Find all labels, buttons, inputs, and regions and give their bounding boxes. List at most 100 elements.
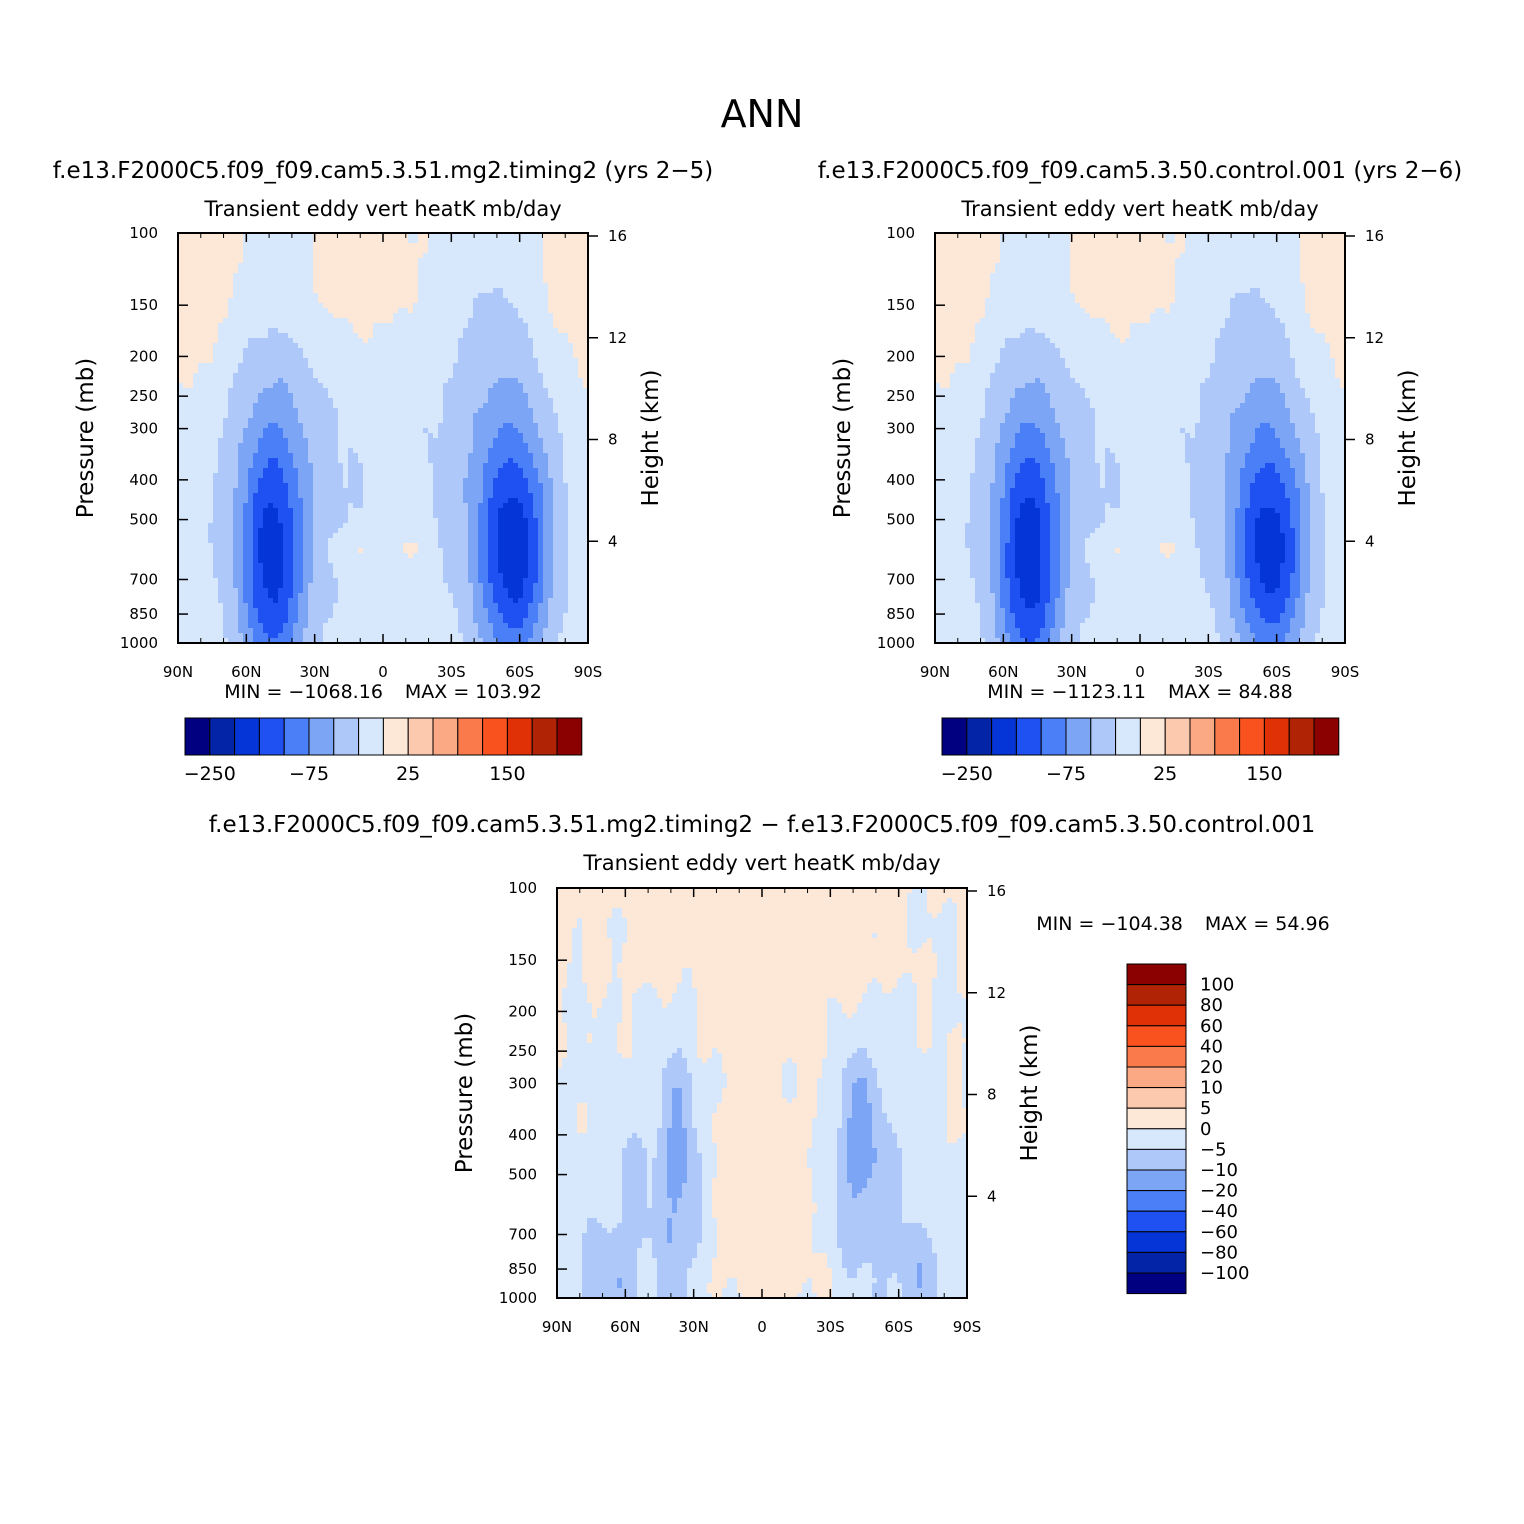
panel-1-field-cell [523, 398, 529, 404]
panel-1-field-cell [443, 243, 449, 249]
panel-1-field-cell [573, 263, 579, 269]
panel-1-field-cell [438, 508, 444, 514]
panel-1-field-cell [228, 278, 234, 284]
panel-1-field-cell [548, 398, 554, 404]
panel-1-field-cell [318, 303, 324, 309]
panel-1-field-cell [403, 298, 409, 304]
panel-1-field-cell [528, 268, 534, 274]
panel-1-field-cell [258, 248, 264, 254]
panel-1-field-cell [373, 453, 379, 459]
panel-1-field-cell [568, 498, 574, 504]
panel-1-field-cell [188, 378, 194, 384]
panel-1-field-cell [273, 278, 279, 284]
panel-1-field-cell [408, 478, 414, 484]
panel-1-field-cell [183, 458, 189, 464]
panel-1-field-cell [563, 528, 569, 534]
panel-1-field-cell [193, 268, 199, 274]
panel-1-field-cell [293, 273, 299, 279]
panel-1-field-cell [188, 438, 194, 444]
panel-1-field-cell [493, 443, 499, 449]
panel-1-field-cell [183, 488, 189, 494]
panel-1-field-cell [423, 273, 429, 279]
panel-1-field-cell [308, 508, 314, 514]
panel-1-field-cell [303, 348, 309, 354]
panel-1-field-cell [203, 328, 209, 334]
panel-1-field-cell [338, 453, 344, 459]
panel-1-field-cell [578, 478, 584, 484]
panel-1-field-cell [298, 233, 304, 239]
panel-1-field-cell [538, 248, 544, 254]
panel-1-field-cell [483, 353, 489, 359]
panel-1-field-cell [478, 528, 484, 534]
panel-1-field-cell [363, 433, 369, 439]
panel-1-field-cell [183, 528, 189, 534]
panel-1-field-cell [228, 453, 234, 459]
panel-1-field-cell [228, 418, 234, 424]
panel-1-field-cell [303, 238, 309, 244]
panel-1-field-cell [263, 248, 269, 254]
panel-1-field-cell [583, 338, 589, 344]
panel-1-field-cell [528, 313, 534, 319]
panel-1-field-cell [378, 453, 384, 459]
panel-1-field-cell [238, 503, 244, 509]
panel-1-field-cell [438, 303, 444, 309]
panel-1-field-cell [328, 488, 334, 494]
panel-1-field-cell [198, 398, 204, 404]
panel-1-field-cell [223, 358, 229, 364]
panel-1-field-cell [288, 483, 294, 489]
panel-1-field-cell [248, 288, 254, 294]
panel-1-field-cell [328, 413, 334, 419]
panel-1-field-cell [533, 308, 539, 314]
panel-1-field-cell [483, 418, 489, 424]
panel-1-field-cell [408, 378, 414, 384]
panel-1-field-cell [453, 483, 459, 489]
panel-1-field-cell [228, 398, 234, 404]
panel-1-field-cell [208, 463, 214, 469]
panel-1-field-cell [308, 453, 314, 459]
panel-1-field-cell [578, 233, 584, 239]
panel-1-field-cell [353, 423, 359, 429]
panel-1-field-cell [458, 268, 464, 274]
panel-1-field-cell [303, 428, 309, 434]
panel-1-field-cell [363, 333, 369, 339]
panel-1-field-cell [483, 398, 489, 404]
panel-1-field-cell [328, 518, 334, 524]
panel-1-field-cell [473, 423, 479, 429]
panel-1-field-cell [403, 273, 409, 279]
panel-1-field-cell [208, 253, 214, 259]
panel-1-field-cell [478, 508, 484, 514]
panel-1-field-cell [178, 388, 184, 394]
panel-1-field-cell [323, 448, 329, 454]
panel-1-field-cell [473, 533, 479, 539]
panel-1-field-cell [283, 313, 289, 319]
panel-1-field-cell [378, 393, 384, 399]
panel-1-field-cell [218, 463, 224, 469]
panel-1-field-cell [223, 393, 229, 399]
panel-1-field-cell [268, 248, 274, 254]
panel-1-field-cell [433, 388, 439, 394]
panel-1-field-cell [283, 258, 289, 264]
panel-1-field-cell [393, 293, 399, 299]
panel-1-field-cell [568, 323, 574, 329]
panel-1-field-cell [378, 358, 384, 364]
panel-1-field-cell [568, 448, 574, 454]
panel-1-field-cell [363, 318, 369, 324]
panel-1-field-cell [478, 498, 484, 504]
panel-1-field-cell [328, 438, 334, 444]
panel-1-field-cell [518, 528, 524, 534]
panel-1-field-cell [373, 288, 379, 294]
panel-1-field-cell [273, 418, 279, 424]
panel-1-field-cell [508, 523, 514, 529]
panel-1-field-cell [178, 533, 184, 539]
panel-1-field-cell [273, 408, 279, 414]
panel-1-field-cell [483, 433, 489, 439]
panel-1-field-cell [308, 533, 314, 539]
panel-1-field-cell [313, 498, 319, 504]
panel-1-field-cell [208, 418, 214, 424]
panel-1-field-cell [563, 443, 569, 449]
panel-1-field-cell [248, 263, 254, 269]
panel-1-field-cell [228, 383, 234, 389]
panel-1-field-cell [393, 378, 399, 384]
panel-1-field-cell [213, 468, 219, 474]
panel-1-field-cell [378, 333, 384, 339]
